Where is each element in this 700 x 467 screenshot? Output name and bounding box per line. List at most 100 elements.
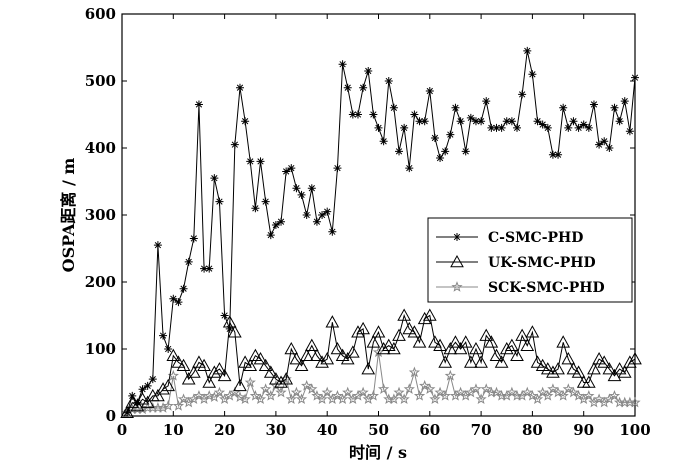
data-point-uk-smc-phd — [392, 328, 406, 341]
data-point-c-smc-phd — [410, 110, 419, 119]
data-point-c-smc-phd — [533, 117, 542, 126]
data-point-uk-smc-phd — [310, 348, 324, 361]
data-point-c-smc-phd — [497, 123, 506, 132]
data-point-c-smc-phd — [138, 385, 147, 394]
data-point-uk-smc-phd — [417, 311, 432, 325]
data-point-c-smc-phd — [323, 207, 332, 216]
y-tick-label: 100 — [85, 340, 116, 358]
data-point-c-smc-phd — [235, 83, 244, 92]
data-point-c-smc-phd — [133, 398, 142, 407]
data-point-sck-smc-phd — [239, 393, 251, 405]
data-point-c-smc-phd — [466, 113, 475, 122]
data-point-c-smc-phd — [277, 217, 286, 226]
data-point-c-smc-phd — [610, 103, 619, 112]
data-point-c-smc-phd — [492, 123, 501, 132]
data-point-c-smc-phd — [471, 117, 480, 126]
data-point-uk-smc-phd — [294, 358, 309, 372]
data-point-sck-smc-phd — [475, 393, 487, 405]
data-point-uk-smc-phd — [499, 341, 514, 355]
data-point-c-smc-phd — [456, 117, 465, 126]
data-point-c-smc-phd — [579, 120, 588, 129]
data-point-sck-smc-phd — [629, 396, 641, 408]
data-point-uk-smc-phd — [387, 341, 401, 355]
data-point-uk-smc-phd — [551, 362, 565, 375]
data-point-uk-smc-phd — [151, 388, 165, 402]
data-point-c-smc-phd — [441, 147, 450, 156]
data-point-uk-smc-phd — [494, 355, 509, 368]
legend-marker — [453, 233, 461, 241]
data-point-c-smc-phd — [287, 164, 296, 173]
data-point-uk-smc-phd — [299, 348, 314, 361]
data-point-c-smc-phd — [241, 117, 250, 126]
data-point-c-smc-phd — [359, 83, 368, 92]
data-point-uk-smc-phd — [289, 352, 304, 365]
x-tick-label: 30 — [265, 421, 286, 439]
data-point-uk-smc-phd — [176, 358, 191, 372]
series-line-c-smc-phd — [126, 50, 636, 413]
data-point-c-smc-phd — [538, 120, 547, 129]
data-point-c-smc-phd — [251, 204, 260, 213]
axis-layer: 0 10 20 30 40 50 60 70 80 90 100 0 100 200 300 400 500 60… — [85, 5, 651, 439]
data-point-uk-smc-phd — [274, 375, 288, 388]
data-point-uk-smc-phd — [202, 375, 217, 388]
data-point-c-smc-phd — [507, 117, 516, 126]
data-point-c-smc-phd — [543, 123, 552, 132]
data-point-uk-smc-phd — [217, 368, 232, 382]
data-point-uk-smc-phd — [243, 358, 258, 372]
data-point-uk-smc-phd — [510, 348, 524, 361]
data-point-uk-smc-phd — [335, 348, 350, 361]
data-point-uk-smc-phd — [361, 362, 376, 375]
data-point-uk-smc-phd — [233, 378, 247, 392]
data-point-uk-smc-phd — [525, 325, 540, 338]
data-point-sck-smc-phd — [367, 389, 379, 401]
data-point-uk-smc-phd — [238, 355, 252, 368]
data-point-sck-smc-phd — [608, 389, 621, 401]
data-point-uk-smc-phd — [515, 328, 529, 341]
y-axis-title: OSPA距离 / m — [59, 158, 78, 273]
data-point-uk-smc-phd — [140, 395, 155, 408]
legend-item-sck-smc-phd: SCK-SMC-PHD — [436, 280, 605, 296]
x-tick-label: 100 — [619, 421, 650, 439]
data-point-c-smc-phd — [128, 391, 137, 400]
data-point-c-smc-phd — [436, 154, 445, 163]
data-point-uk-smc-phd — [381, 338, 396, 351]
y-tick-label: 400 — [85, 139, 116, 157]
data-point-uk-smc-phd — [197, 358, 211, 372]
data-point-c-smc-phd — [620, 97, 629, 106]
data-point-c-smc-phd — [164, 345, 173, 353]
data-point-c-smc-phd — [518, 90, 527, 99]
data-point-c-smc-phd — [461, 147, 470, 156]
data-point-c-smc-phd — [513, 123, 522, 132]
data-point-c-smc-phd — [364, 66, 373, 75]
data-point-uk-smc-phd — [402, 321, 417, 335]
data-point-uk-smc-phd — [212, 362, 227, 375]
data-point-sck-smc-phd — [424, 383, 436, 394]
data-point-c-smc-phd — [554, 150, 563, 159]
legend-marker — [450, 254, 464, 268]
series-c-smc-phd — [123, 46, 639, 417]
data-point-c-smc-phd — [174, 298, 183, 307]
data-point-uk-smc-phd — [304, 338, 319, 351]
data-point-uk-smc-phd — [315, 355, 329, 368]
data-point-c-smc-phd — [297, 190, 306, 199]
data-point-uk-smc-phd — [186, 365, 201, 378]
data-point-c-smc-phd — [215, 197, 224, 206]
data-point-c-smc-phd — [451, 103, 460, 112]
data-point-uk-smc-phd — [453, 341, 468, 355]
data-point-uk-smc-phd — [448, 335, 463, 348]
data-point-c-smc-phd — [148, 375, 157, 384]
data-point-uk-smc-phd — [125, 395, 140, 408]
data-point-c-smc-phd — [353, 110, 362, 119]
data-point-c-smc-phd — [528, 70, 537, 79]
data-point-c-smc-phd — [318, 211, 327, 219]
data-point-sck-smc-phd — [280, 373, 292, 384]
data-point-c-smc-phd — [584, 123, 593, 132]
data-point-c-smc-phd — [574, 123, 583, 132]
data-point-uk-smc-phd — [597, 355, 612, 368]
data-point-uk-smc-phd — [366, 335, 381, 348]
data-point-c-smc-phd — [430, 133, 439, 142]
data-point-uk-smc-phd — [371, 325, 386, 338]
data-point-uk-smc-phd — [166, 348, 181, 361]
data-point-sck-smc-phd — [393, 386, 405, 398]
data-point-c-smc-phd — [502, 117, 511, 126]
